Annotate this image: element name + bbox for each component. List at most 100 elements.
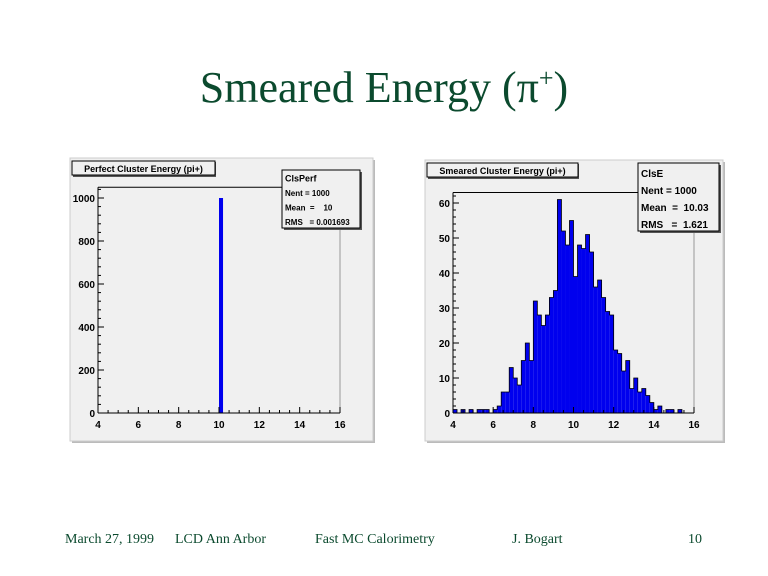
histogram-bar (509, 367, 514, 413)
histogram-bar (477, 409, 482, 413)
histogram-bar (219, 198, 224, 413)
histogram-bar (501, 392, 506, 413)
stats-line: RMS = 1.621 (641, 220, 708, 231)
histogram-bar (641, 388, 646, 413)
stats-line: Mean = 10 (285, 204, 333, 213)
histogram-bar (453, 409, 458, 413)
histogram-bar (485, 409, 490, 413)
x-tick-label: 16 (688, 420, 700, 431)
y-tick-label: 400 (78, 323, 95, 334)
histogram-bar (625, 360, 630, 413)
histogram-bar (557, 199, 562, 413)
title-box (71, 160, 216, 176)
stats-line: Mean = 10.03 (641, 203, 709, 214)
y-tick-label: 40 (439, 269, 451, 280)
histogram-bar (469, 409, 474, 413)
histogram-bar (561, 231, 566, 413)
histogram-bar (529, 360, 534, 413)
title-end: ) (553, 63, 569, 112)
histogram-bar (521, 360, 526, 413)
histogram-bar (669, 409, 674, 413)
histogram-bar (613, 350, 618, 413)
x-tick-label: 8 (531, 420, 537, 431)
histogram-bar (581, 248, 586, 413)
y-tick-label: 50 (439, 234, 451, 245)
y-tick-label: 0 (444, 409, 450, 420)
x-tick-label: 14 (648, 420, 660, 431)
histogram-title: Smeared Cluster Energy (pi+) (439, 166, 565, 176)
stats-line: Nent = 1000 (285, 189, 330, 198)
histogram-bar (609, 315, 614, 413)
x-tick-label: 6 (490, 420, 496, 431)
histogram-bar (629, 388, 634, 413)
stats-box (281, 169, 361, 229)
histogram-bar (677, 409, 682, 413)
histogram-bar (665, 409, 670, 413)
histogram-bar (493, 409, 498, 413)
histogram-bar (577, 245, 582, 413)
x-tick-label: 12 (254, 420, 266, 431)
x-tick-label: 16 (334, 420, 346, 431)
histogram-bar (657, 406, 662, 413)
footer-author: J. Bogart (512, 532, 563, 547)
slide-title: Smeared Energy (π+) (0, 62, 768, 113)
histogram-bar (621, 371, 626, 413)
y-tick-label: 30 (439, 304, 451, 315)
histogram-bar (565, 245, 570, 413)
title-superscript: + (538, 63, 554, 93)
y-tick-label: 20 (439, 339, 451, 350)
histogram-bar (589, 252, 594, 413)
histogram-bar (633, 378, 638, 413)
histogram-bar (569, 220, 574, 413)
histogram-bar (645, 395, 650, 413)
x-tick-label: 12 (608, 420, 620, 431)
stats-box (637, 162, 720, 232)
histogram-bar (617, 353, 622, 413)
histogram-bar (505, 392, 510, 413)
stats-line: RMS = 0.001693 (285, 218, 350, 227)
y-tick-label: 0 (89, 409, 95, 420)
x-tick-label: 4 (450, 420, 456, 431)
histogram-bar (597, 280, 602, 413)
histogram-bar (553, 290, 558, 413)
footer-page: 10 (688, 532, 702, 547)
histogram-bar (517, 385, 522, 413)
stats-name: ClsPerf (285, 174, 318, 184)
y-tick-label: 60 (439, 199, 451, 210)
x-tick-label: 6 (136, 420, 142, 431)
footer-topic: Fast MC Calorimetry (315, 532, 435, 547)
title-text: Smeared Energy (π (199, 63, 539, 112)
y-tick-label: 1000 (73, 194, 96, 205)
histogram-bar (545, 315, 550, 413)
histogram-bar (513, 378, 518, 413)
x-tick-label: 8 (176, 420, 182, 431)
footer-date: March 27, 1999 (65, 532, 155, 547)
y-tick-label: 600 (78, 280, 95, 291)
histogram-bar (637, 392, 642, 413)
x-tick-label: 4 (95, 420, 101, 431)
y-tick-label: 800 (78, 237, 95, 248)
x-tick-label: 14 (294, 420, 306, 431)
y-tick-label: 200 (78, 366, 95, 377)
histogram-bar (537, 315, 542, 413)
histogram-bar (549, 297, 554, 413)
histogram-bar (653, 409, 658, 413)
stats-line: Nent = 1000 (641, 186, 697, 197)
x-tick-label: 10 (213, 420, 225, 431)
footer-event: LCD Ann Arbor (175, 532, 266, 547)
histogram-bar (649, 402, 654, 413)
histogram-bar (601, 297, 606, 413)
stats-name: ClsE (641, 169, 664, 180)
histogram-bar (497, 406, 502, 413)
histogram-bar (593, 287, 598, 413)
histogram-bar (605, 311, 610, 413)
histogram-bar (525, 343, 530, 413)
histogram-bar (541, 325, 546, 413)
y-tick-label: 10 (439, 374, 451, 385)
histogram-bar (533, 301, 538, 413)
histogram-bar (585, 234, 590, 413)
x-tick-label: 10 (568, 420, 580, 431)
histogram-title: Perfect Cluster Energy (pi+) (84, 164, 203, 174)
title-box (426, 162, 579, 178)
